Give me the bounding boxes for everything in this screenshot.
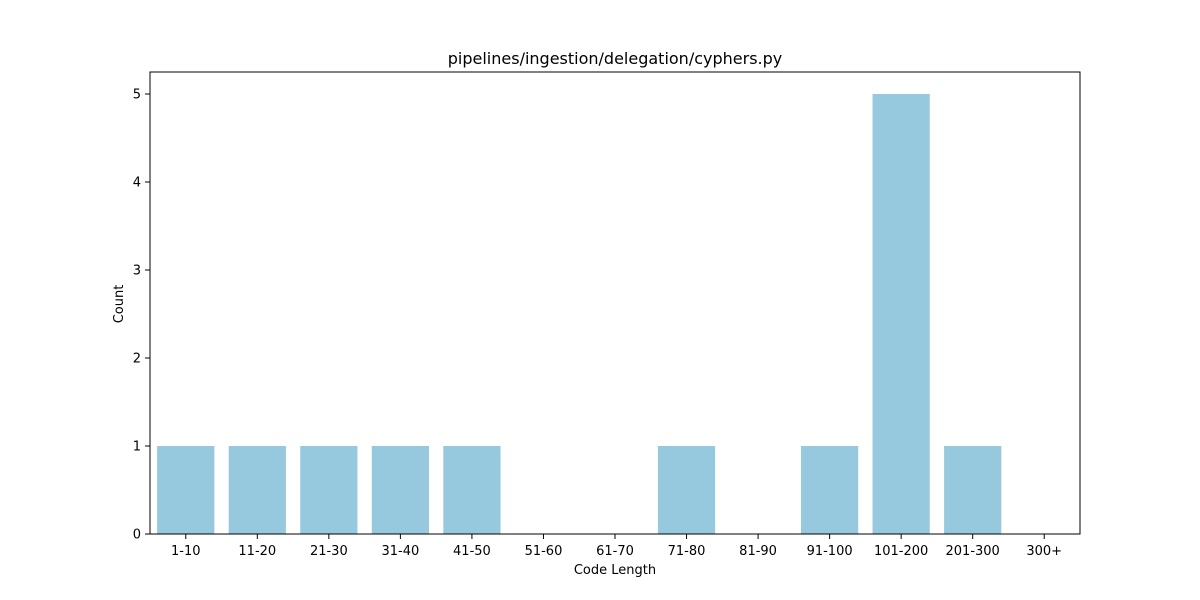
y-tick-label: 0 [133, 528, 141, 543]
x-tick-label: 71-80 [668, 544, 706, 559]
plot-frame [149, 71, 1081, 535]
x-tick-label: 1-10 [171, 544, 201, 559]
x-tick-label: 201-300 [946, 544, 1000, 559]
bar-41-50 [443, 446, 501, 534]
bar-1-10 [157, 446, 215, 534]
x-tick-label: 61-70 [596, 544, 634, 559]
y-tick-label: 5 [133, 88, 141, 103]
x-tick-label: 31-40 [381, 544, 419, 559]
bar-31-40 [371, 446, 429, 534]
x-tick-label: 41-50 [453, 544, 491, 559]
y-tick-label: 3 [133, 264, 141, 279]
y-axis-label: Count [112, 285, 127, 324]
x-tick-label: 101-200 [874, 544, 928, 559]
bar-71-80 [657, 446, 716, 534]
y-tick-label: 1 [133, 440, 141, 455]
chart-title: pipelines/ingestion/delegation/cyphers.p… [448, 49, 782, 68]
x-tick-label: 300+ [1026, 544, 1062, 559]
x-tick-label: 21-30 [310, 544, 348, 559]
bar-91-100 [801, 446, 859, 534]
x-tick-label: 91-100 [807, 544, 853, 559]
x-axis-label: Code Length [574, 563, 656, 578]
y-tick-label: 2 [133, 352, 141, 367]
x-tick-label: 11-20 [238, 544, 276, 559]
bar-21-30 [300, 446, 358, 534]
bar-101-200 [872, 94, 930, 534]
x-tick-label: 81-90 [739, 544, 777, 559]
x-tick-label: 51-60 [525, 544, 563, 559]
bar-201-300 [944, 446, 1002, 534]
y-tick-label: 4 [133, 176, 141, 191]
bar-11-20 [228, 446, 286, 534]
plot-area: 1-10 11-20 21-30 31-40 41-50 51-60 61-70 71-80 8… [133, 71, 1081, 559]
